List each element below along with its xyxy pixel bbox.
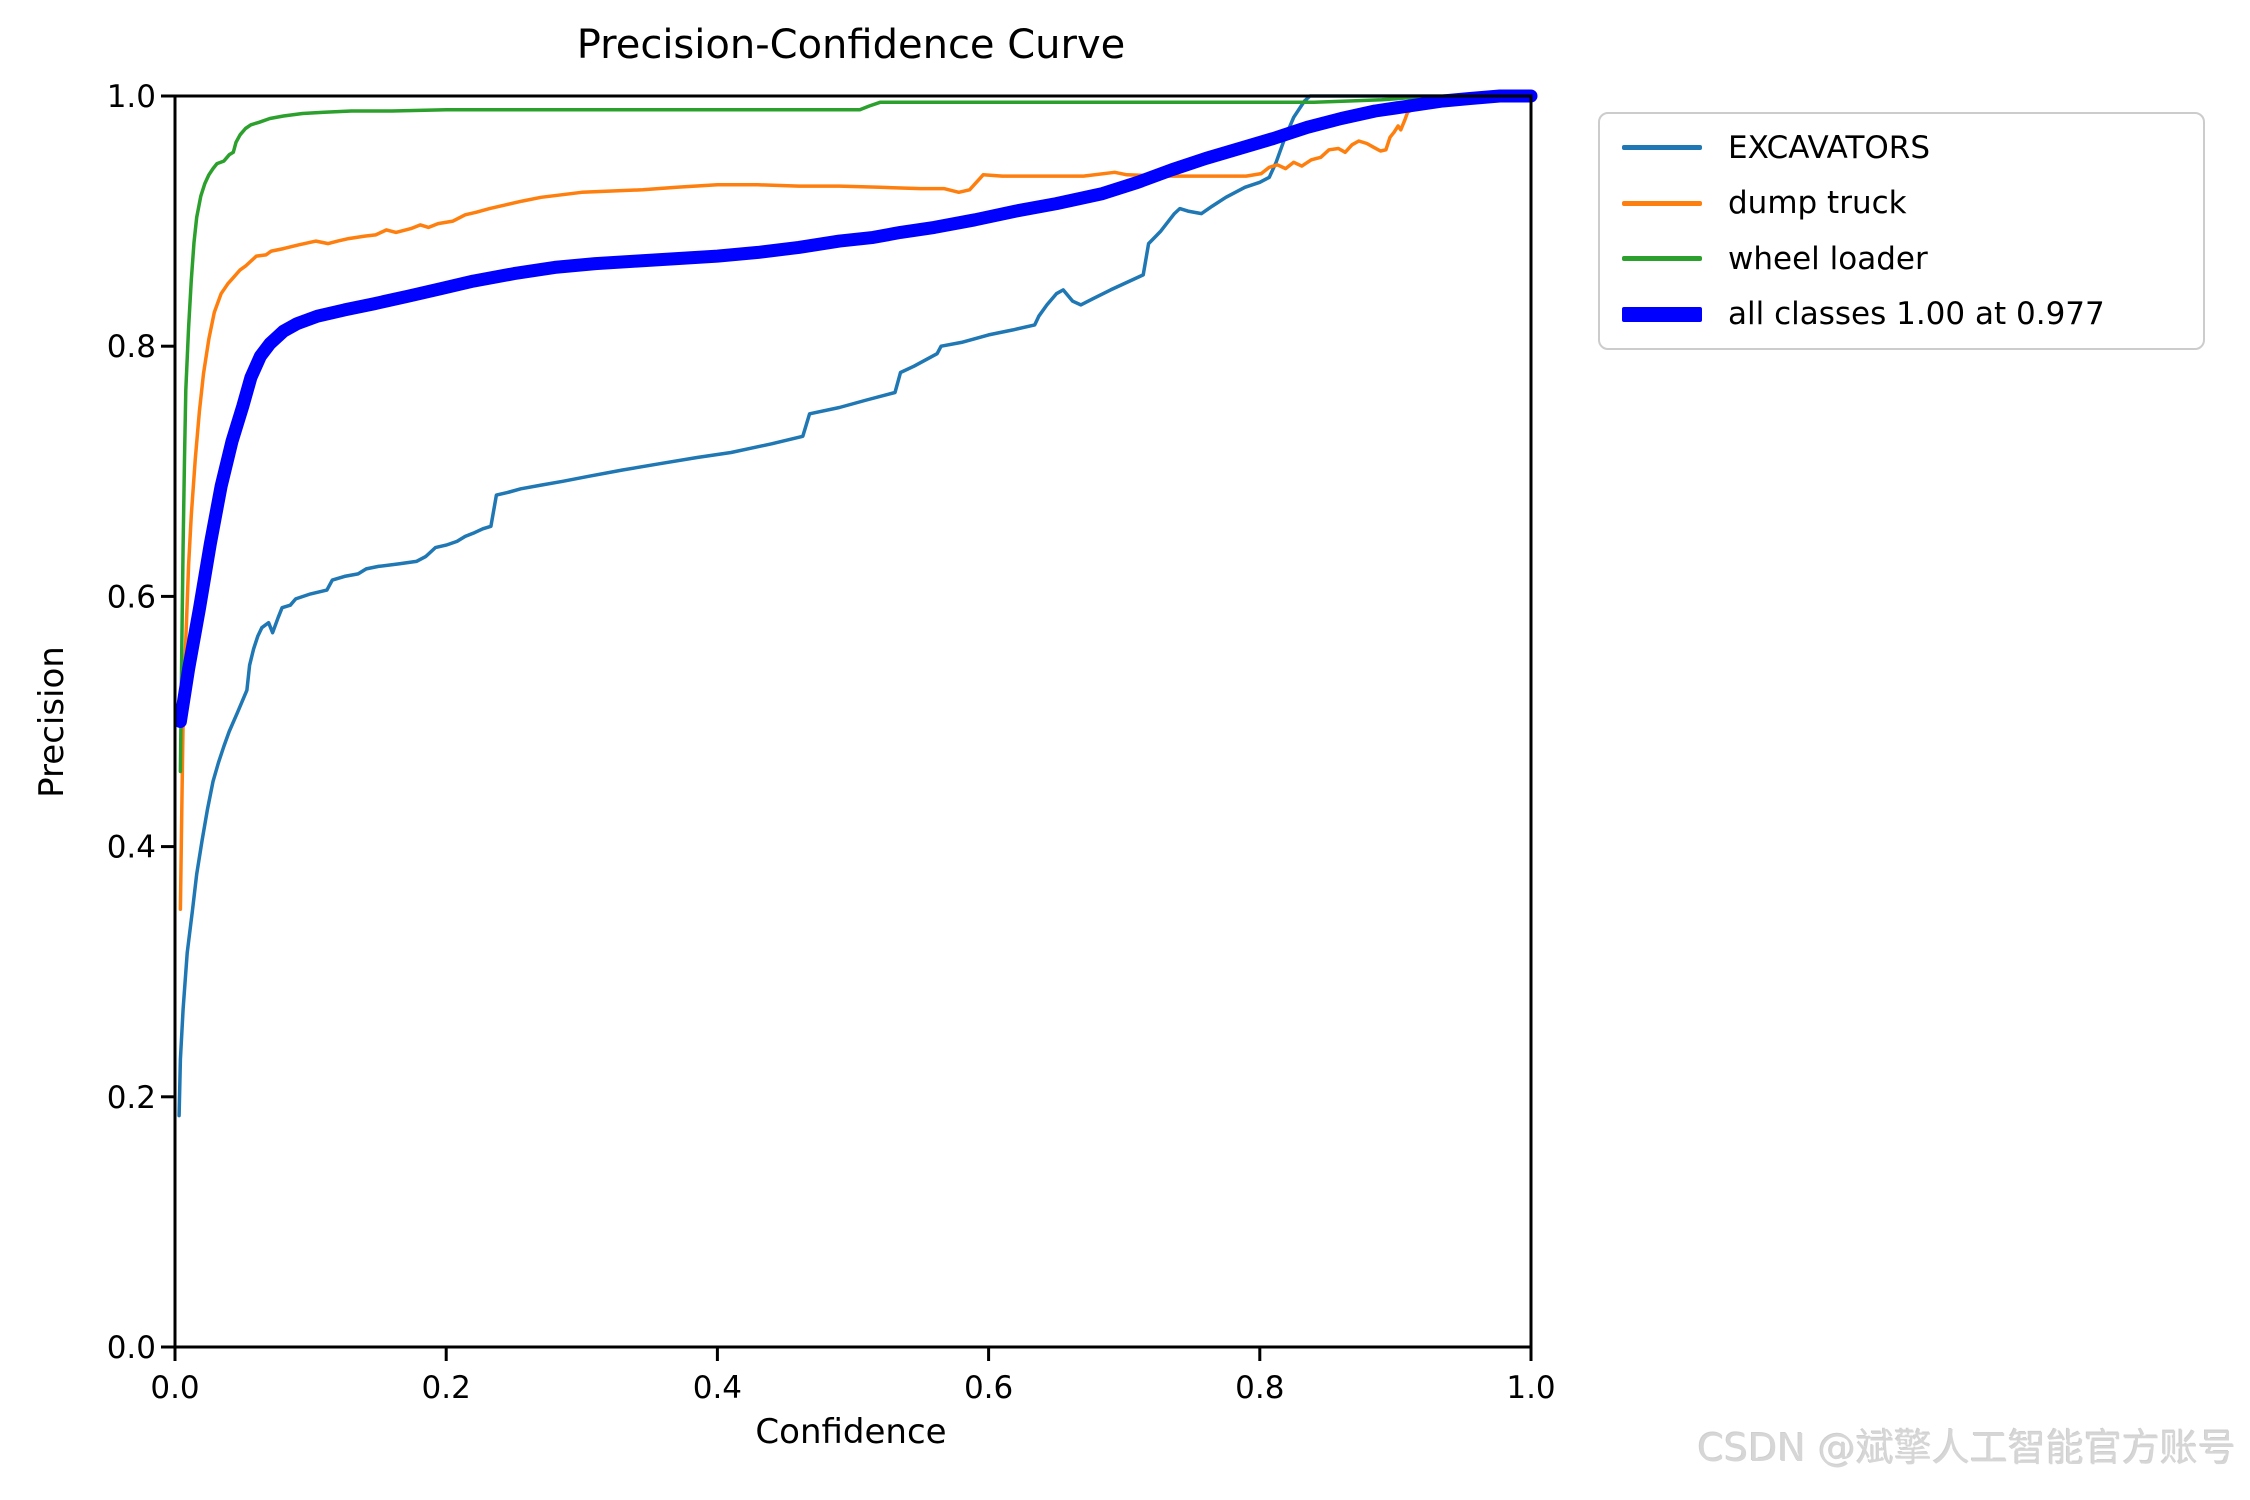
legend-line-swatch [1622, 200, 1702, 206]
legend-item: wheel loader [1614, 231, 2189, 287]
y-tick-label: 0.6 [107, 579, 156, 615]
watermark: CSDN @斌擎人工智能官方账号 [1697, 1426, 2236, 1470]
legend-label: wheel loader [1728, 240, 1928, 277]
y-axis-label: Precision [32, 646, 72, 798]
x-tick-label: 0.2 [422, 1370, 471, 1406]
chart-title: Precision-Confidence Curve [576, 22, 1126, 68]
legend-label: all classes 1.00 at 0.977 [1728, 296, 2105, 333]
x-tick-label: 1.0 [1506, 1370, 1555, 1406]
legend-line-swatch [1622, 256, 1702, 262]
x-tick-label: 0.0 [150, 1370, 199, 1406]
legend-item: EXCAVATORS [1614, 120, 2189, 176]
curve-wheel-loader [178, 94, 1533, 774]
y-tick-label: 0.0 [107, 1330, 156, 1366]
legend-item: dump truck [1614, 176, 2189, 232]
legend-label: EXCAVATORS [1728, 129, 1931, 166]
curve-excavators [177, 94, 1533, 1118]
legend: EXCAVATORS dump truck wheel loader all clas… [1598, 112, 2205, 350]
y-tick-label: 0.8 [107, 329, 156, 365]
x-axis-label: Confidence [755, 1412, 947, 1452]
y-tick-label: 1.0 [107, 79, 156, 115]
curve-all-classes-1.00-at-0.977 [174, 89, 1538, 728]
axes-spines [173, 94, 1533, 1349]
legend-item: all classes 1.00 at 0.977 [1614, 287, 2189, 343]
x-tick-label: 0.8 [1235, 1370, 1284, 1406]
legend-line-swatch [1622, 145, 1702, 151]
x-tick-label: 0.4 [693, 1370, 742, 1406]
curve-dump-truck [178, 94, 1533, 911]
legend-line-swatch [1622, 306, 1702, 322]
legend-label: dump truck [1728, 185, 1907, 222]
y-tick-label: 0.4 [107, 830, 156, 866]
x-tick-label: 0.6 [964, 1370, 1013, 1406]
y-tick-label: 0.2 [107, 1080, 156, 1116]
